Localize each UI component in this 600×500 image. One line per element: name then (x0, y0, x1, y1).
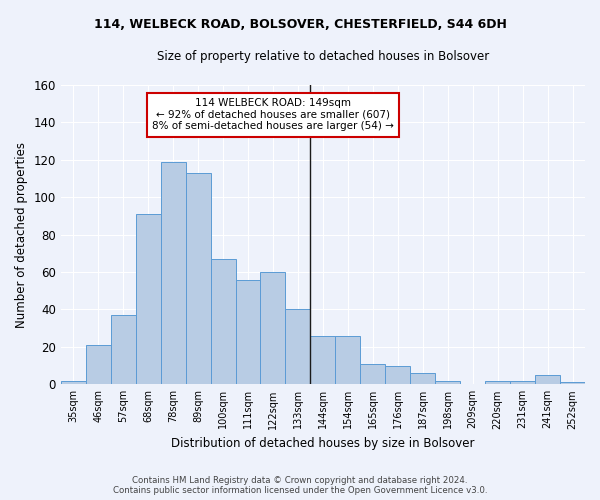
Bar (211, 259, 236, 384)
Bar (485, 380, 510, 384)
Bar (510, 380, 535, 384)
Bar (385, 366, 410, 384)
Bar (535, 375, 560, 384)
Text: 114, WELBECK ROAD, BOLSOVER, CHESTERFIELD, S44 6DH: 114, WELBECK ROAD, BOLSOVER, CHESTERFIEL… (94, 18, 506, 30)
Bar (185, 173, 211, 384)
Bar (310, 336, 335, 384)
X-axis label: Distribution of detached houses by size in Bolsover: Distribution of detached houses by size … (171, 437, 475, 450)
Bar (236, 280, 260, 384)
Bar (286, 310, 310, 384)
Bar (136, 214, 161, 384)
Y-axis label: Number of detached properties: Number of detached properties (15, 142, 28, 328)
Bar (61, 380, 86, 384)
Bar (260, 272, 286, 384)
Bar (111, 315, 136, 384)
Bar (560, 382, 585, 384)
Bar (86, 345, 111, 385)
Text: Contains HM Land Registry data © Crown copyright and database right 2024.
Contai: Contains HM Land Registry data © Crown c… (113, 476, 487, 495)
Bar (161, 162, 185, 384)
Title: Size of property relative to detached houses in Bolsover: Size of property relative to detached ho… (157, 50, 489, 63)
Text: 114 WELBECK ROAD: 149sqm
← 92% of detached houses are smaller (607)
8% of semi-d: 114 WELBECK ROAD: 149sqm ← 92% of detach… (152, 98, 394, 132)
Bar (410, 373, 435, 384)
Bar (361, 364, 385, 384)
Bar (335, 336, 361, 384)
Bar (435, 380, 460, 384)
